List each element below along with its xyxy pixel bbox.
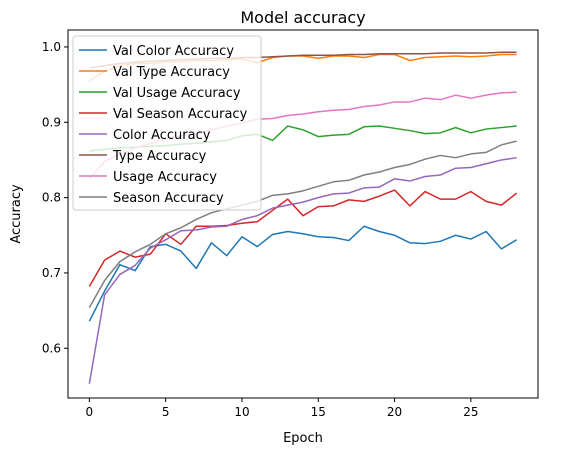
series-line-8 — [88, 140, 517, 308]
x-tick-label: 0 — [86, 405, 94, 419]
chart-title: Model accuracy — [240, 8, 365, 27]
legend-label: Type Accuracy — [112, 149, 207, 164]
series-line-4 — [88, 189, 518, 287]
legend-box — [72, 35, 262, 211]
legend-label: Val Color Accuracy — [113, 44, 234, 59]
x-axis-ticks: 0 5 10 15 20 25 — [86, 398, 478, 419]
y-tick-label: 0.6 — [42, 341, 61, 355]
y-axis-ticks: 0.6 0.7 0.8 0.9 1.0 — [42, 40, 68, 355]
y-tick-label: 0.7 — [42, 266, 61, 280]
series-line-5 — [88, 156, 517, 384]
y-axis-label: Accuracy — [9, 184, 24, 244]
legend-label: Val Type Accuracy — [113, 65, 230, 80]
x-tick-label: 15 — [311, 405, 326, 419]
y-tick-label: 0.8 — [42, 191, 61, 205]
x-tick-label: 10 — [234, 405, 249, 419]
legend-label: Val Usage Accuracy — [113, 86, 241, 101]
legend-label: Season Accuracy — [113, 191, 224, 206]
legend-label: Color Accuracy — [113, 128, 211, 143]
x-tick-label: 25 — [463, 405, 478, 419]
series-line-1 — [88, 225, 518, 322]
legend-label: Val Season Accuracy — [113, 107, 248, 122]
plot-frame — [67, 29, 539, 399]
legend-label: Usage Accuracy — [113, 170, 217, 185]
y-tick-label: 0.9 — [42, 115, 61, 129]
x-tick-label: 20 — [387, 405, 402, 419]
x-axis-label: Epoch — [283, 431, 323, 446]
y-tick-label: 1.0 — [42, 40, 61, 54]
x-tick-label: 5 — [162, 405, 170, 419]
legend: Val Color Accuracy Val Type Accuracy Val U… — [72, 35, 262, 211]
